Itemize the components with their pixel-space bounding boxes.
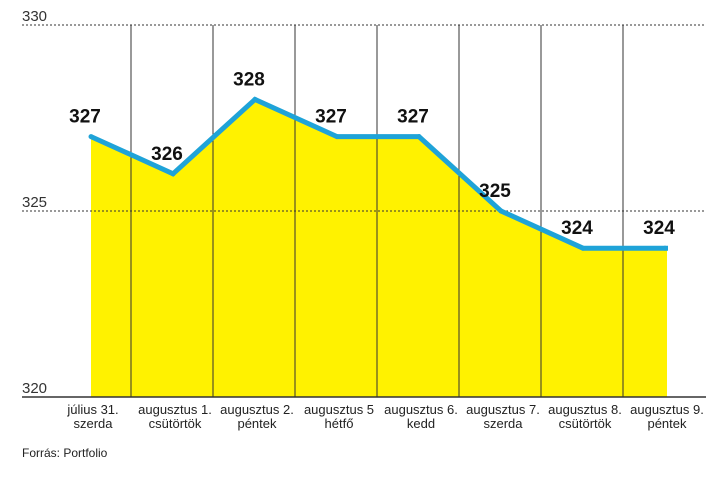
x-category-label: augusztus 1. bbox=[138, 402, 212, 417]
data-point bbox=[88, 134, 94, 140]
data-label: 327 bbox=[315, 107, 347, 128]
area-fill bbox=[91, 99, 667, 398]
grid-layer bbox=[22, 24, 706, 398]
y-tick-label-330: 330 bbox=[22, 8, 47, 25]
x-category-label: csütörtök bbox=[149, 416, 202, 431]
x-category-label: július 31. bbox=[66, 402, 118, 417]
data-point bbox=[334, 134, 340, 140]
data-label: 324 bbox=[561, 218, 593, 239]
data-label: 326 bbox=[151, 144, 183, 165]
series-line-layer bbox=[88, 96, 668, 251]
data-point bbox=[252, 96, 258, 102]
x-category-label: hétfő bbox=[325, 416, 354, 431]
source-note: Forrás: Portfolio bbox=[22, 446, 108, 460]
data-label: 328 bbox=[233, 69, 265, 90]
x-category-label: augusztus 8. bbox=[548, 402, 622, 417]
y-tick-label-325: 325 bbox=[22, 194, 47, 211]
label-layer: 320 325 330 327 326 328 327 327 325 324 324 július … bbox=[22, 8, 704, 431]
x-category-label: kedd bbox=[407, 416, 435, 431]
data-point bbox=[416, 134, 422, 140]
area-fill-layer bbox=[91, 99, 667, 398]
y-tick-label-320: 320 bbox=[22, 380, 47, 397]
x-category-label: péntek bbox=[237, 416, 277, 431]
data-label: 327 bbox=[397, 107, 429, 128]
x-category-label: csütörtök bbox=[559, 416, 612, 431]
x-category-label: augusztus 7. bbox=[466, 402, 540, 417]
data-point bbox=[580, 245, 586, 251]
x-category-label: augusztus 6. bbox=[384, 402, 458, 417]
data-point bbox=[662, 245, 668, 251]
data-label: 324 bbox=[643, 218, 675, 239]
x-category-label: augusztus 2. bbox=[220, 402, 294, 417]
x-category-label: szerda bbox=[73, 416, 113, 431]
data-label: 325 bbox=[479, 181, 511, 202]
data-point bbox=[170, 171, 176, 177]
data-label: 327 bbox=[69, 107, 101, 128]
data-point bbox=[498, 208, 504, 214]
x-category-label: augusztus 5 bbox=[304, 402, 374, 417]
x-category-label: szerda bbox=[483, 416, 523, 431]
x-category-label: augusztus 9. bbox=[630, 402, 704, 417]
x-category-label: péntek bbox=[647, 416, 687, 431]
